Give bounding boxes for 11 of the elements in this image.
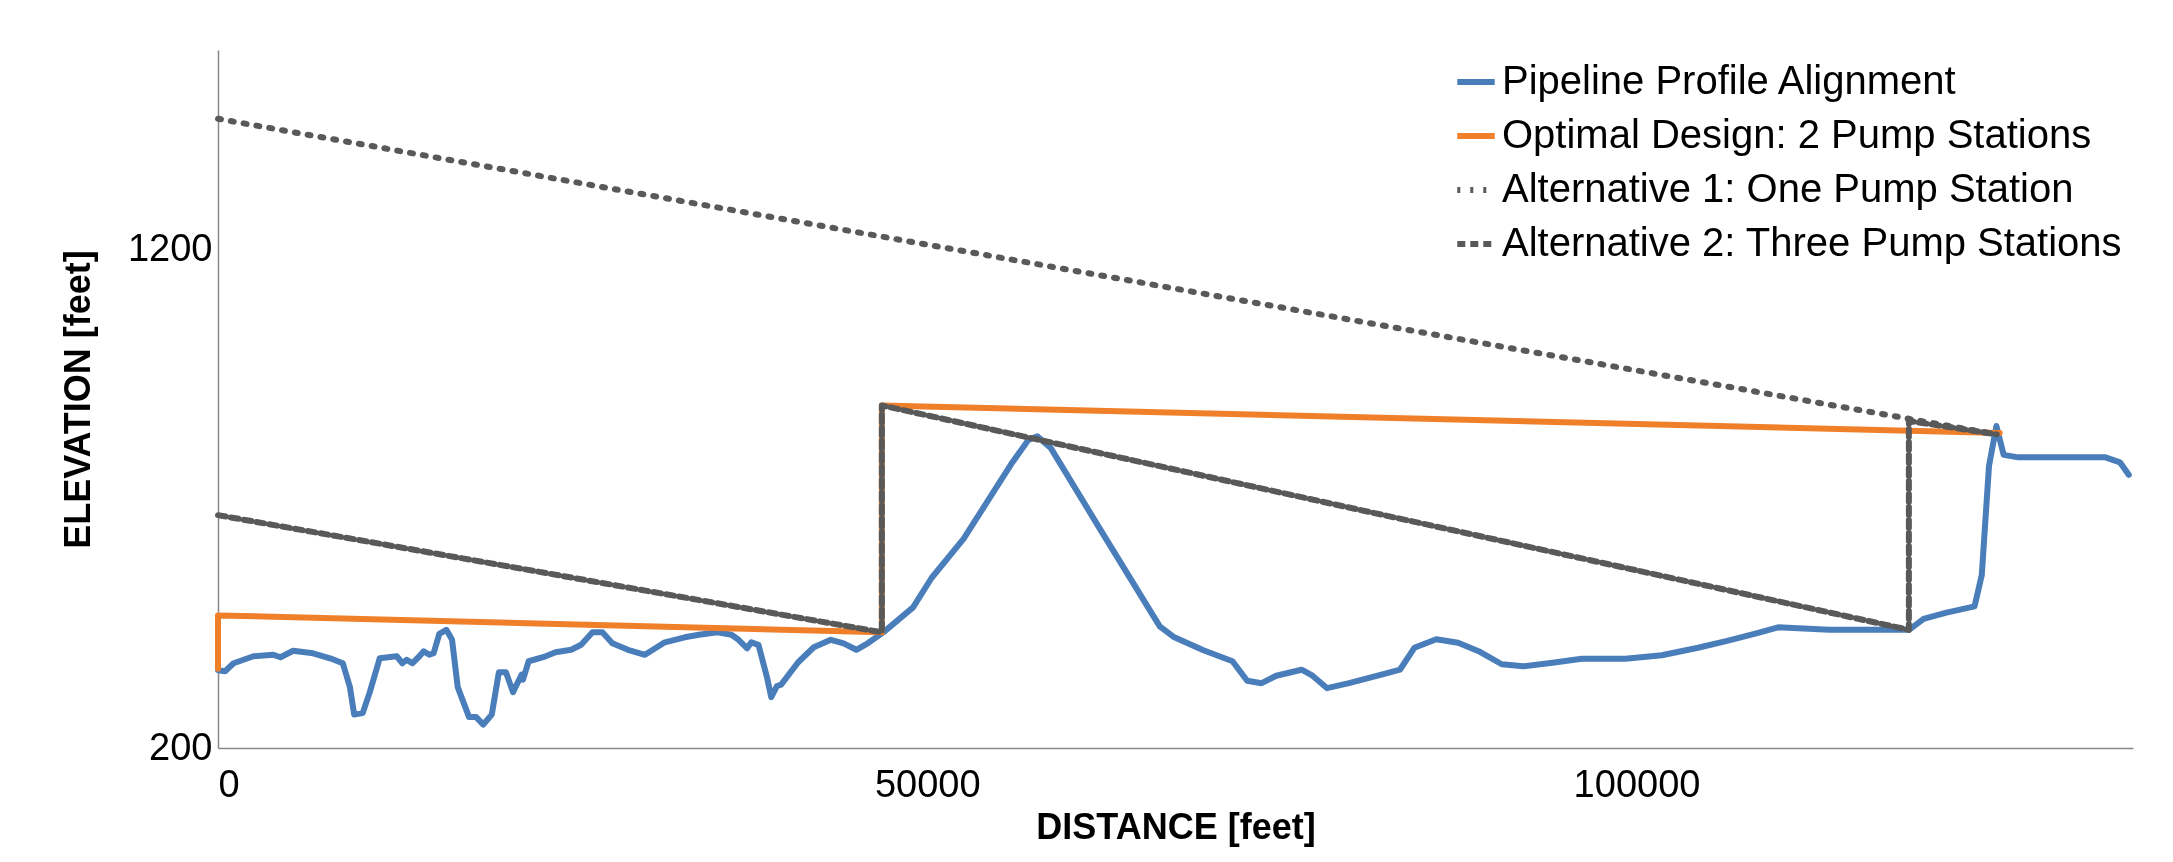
x-tick-label: 50000 <box>874 762 981 805</box>
legend-label: Alternative 2: Three Pump Stations <box>1502 220 2122 264</box>
x-axis-title: DISTANCE [feet] <box>1036 805 1316 847</box>
y-axis-title: ELEVATION [feet] <box>56 250 98 549</box>
legend-label: Optimal Design: 2 Pump Stations <box>1502 112 2092 156</box>
y-tick-label: 200 <box>149 725 213 768</box>
legend-label: Pipeline Profile Alignment <box>1502 58 1956 102</box>
y-tick-label: 1200 <box>127 226 213 269</box>
legend-label: Alternative 1: One Pump Station <box>1502 166 2074 210</box>
x-tick-label: 0 <box>218 762 240 805</box>
x-tick-label: 100000 <box>1573 762 1701 805</box>
